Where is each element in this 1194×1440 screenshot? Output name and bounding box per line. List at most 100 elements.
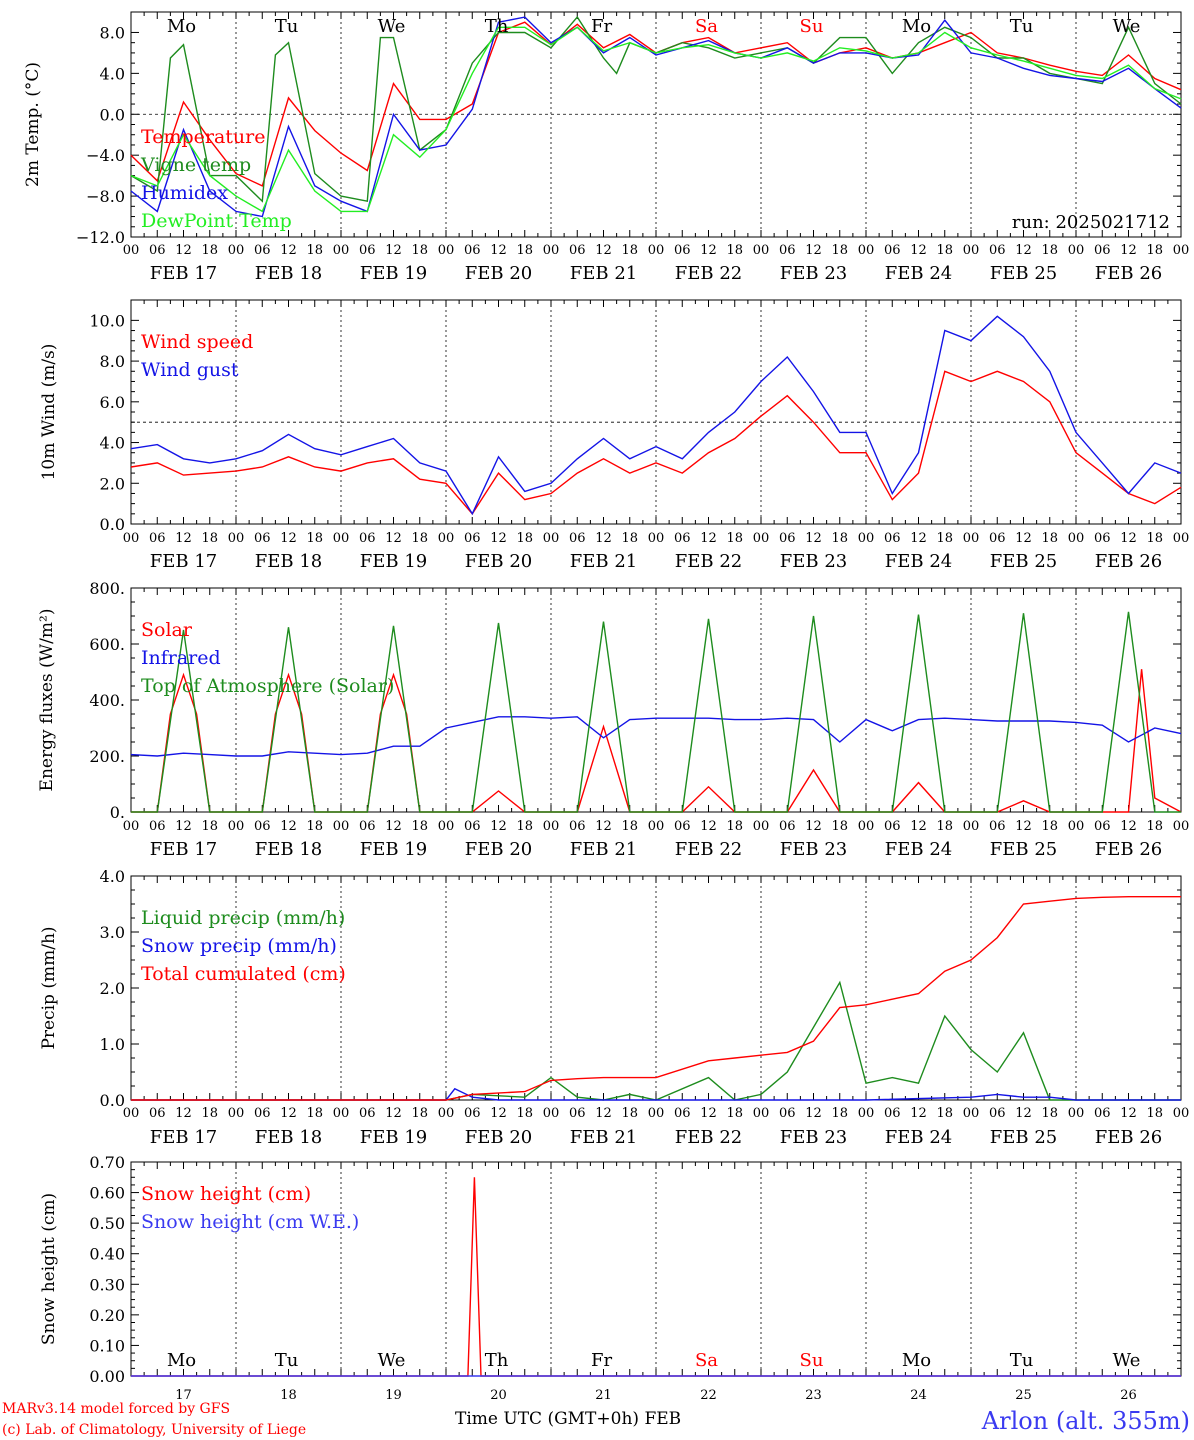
day-label: Su bbox=[800, 16, 824, 37]
credit-line-2: (c) Lab. of Climatology, University of L… bbox=[2, 1422, 306, 1438]
hour-tick-label: 18 bbox=[201, 1106, 218, 1121]
day-number-label: 23 bbox=[805, 1388, 822, 1403]
hour-tick-label: 12 bbox=[175, 1106, 192, 1121]
hour-tick-label: 06 bbox=[569, 243, 586, 258]
hour-tick-label: 12 bbox=[175, 243, 192, 258]
hour-tick-label: 06 bbox=[779, 243, 796, 258]
day-label: Tu bbox=[275, 16, 299, 37]
day-number-label: 25 bbox=[1015, 1388, 1032, 1403]
series-line-top-of-atmosphere-solar- bbox=[131, 611, 1181, 813]
day-label: Tu bbox=[1010, 16, 1034, 37]
panel-2: 0.0 2.0 4.0 6.0 8.0 10.0 10m Wind (m/s) Wind sp… bbox=[39, 299, 1189, 572]
hour-tick-label: 12 bbox=[1120, 243, 1137, 258]
hour-tick-label: 06 bbox=[884, 819, 901, 834]
hour-tick-label: 00 bbox=[648, 243, 665, 258]
hour-tick-label: 00 bbox=[963, 1106, 980, 1121]
y-tick-label: 0.10 bbox=[89, 1336, 125, 1355]
hour-tick-label: 00 bbox=[963, 243, 980, 258]
hour-tick-label: 00 bbox=[543, 243, 560, 258]
day-label: We bbox=[1113, 16, 1141, 37]
hour-tick-label: 12 bbox=[1015, 819, 1032, 834]
hour-tick-label: 12 bbox=[280, 819, 297, 834]
legend-entry: Temperature bbox=[141, 126, 265, 148]
date-label: FEB 25 bbox=[990, 839, 1057, 860]
hour-tick-label: 18 bbox=[411, 531, 428, 546]
time-axis-label: Time UTC (GMT+0h) FEB bbox=[455, 1409, 681, 1429]
y-tick-label: 0.50 bbox=[89, 1214, 125, 1233]
hour-tick-label: 12 bbox=[595, 531, 612, 546]
hour-tick-label: 00 bbox=[1068, 819, 1085, 834]
hour-tick-label: 00 bbox=[963, 531, 980, 546]
date-label: FEB 22 bbox=[675, 551, 742, 572]
y-tick-label: 0.30 bbox=[89, 1275, 125, 1294]
hour-tick-label: 12 bbox=[805, 243, 822, 258]
hour-tick-label: 18 bbox=[201, 243, 218, 258]
hour-tick-label: 12 bbox=[1015, 1106, 1032, 1121]
hour-tick-label: 00 bbox=[753, 531, 770, 546]
y-tick-label: 10.0 bbox=[89, 311, 125, 330]
hour-tick-label: 12 bbox=[175, 531, 192, 546]
hour-tick-label: 12 bbox=[1120, 819, 1137, 834]
series-line-infrared bbox=[130, 716, 1182, 757]
hour-tick-label: 00 bbox=[858, 819, 875, 834]
y-tick-label: 4.0 bbox=[100, 867, 125, 886]
hour-tick-label: 06 bbox=[149, 819, 166, 834]
hour-tick-label: 06 bbox=[989, 243, 1006, 258]
hour-tick-label: 00 bbox=[123, 1106, 140, 1121]
credit-line-1: MARv3.14 model forced by GFS bbox=[2, 1401, 230, 1417]
date-label: FEB 17 bbox=[150, 551, 217, 572]
hour-tick-label: 18 bbox=[936, 819, 953, 834]
panel-4: 0.0 1.0 2.0 3.0 4.0 Precip (mm/h) Liquid preci… bbox=[39, 867, 1189, 1148]
hour-tick-label: 12 bbox=[700, 1106, 717, 1121]
y-tick-label: −4.0 bbox=[86, 146, 125, 165]
hour-tick-label: 06 bbox=[1094, 1106, 1111, 1121]
hour-tick-label: 00 bbox=[1068, 531, 1085, 546]
legend-entry: Snow height (cm W.E.) bbox=[141, 1211, 359, 1233]
hour-tick-label: 06 bbox=[149, 243, 166, 258]
hour-tick-label: 06 bbox=[464, 531, 481, 546]
hour-tick-label: 06 bbox=[779, 819, 796, 834]
hour-tick-label: 00 bbox=[543, 1106, 560, 1121]
y-tick-label: −8.0 bbox=[86, 187, 125, 206]
series-line-liquid-precip-mm-h- bbox=[131, 980, 1181, 1101]
hour-tick-label: 18 bbox=[516, 1106, 533, 1121]
hour-tick-label: 12 bbox=[280, 531, 297, 546]
hour-tick-label: 00 bbox=[123, 531, 140, 546]
date-label: FEB 19 bbox=[360, 1127, 427, 1148]
day-label: Mo bbox=[167, 1350, 196, 1371]
hour-tick-label: 00 bbox=[333, 531, 350, 546]
hour-tick-label: 06 bbox=[569, 1106, 586, 1121]
hour-tick-label: 00 bbox=[1173, 1106, 1190, 1121]
day-number-label: 22 bbox=[700, 1388, 717, 1403]
date-label: FEB 21 bbox=[570, 551, 637, 572]
date-label: FEB 17 bbox=[150, 1127, 217, 1148]
hour-tick-label: 00 bbox=[648, 819, 665, 834]
series-line-wind-gust bbox=[130, 315, 1182, 516]
hour-tick-label: 00 bbox=[228, 1106, 245, 1121]
hour-tick-label: 12 bbox=[490, 243, 507, 258]
hour-tick-label: 06 bbox=[464, 243, 481, 258]
legend-entry: Humidex bbox=[141, 182, 228, 204]
day-label: Su bbox=[800, 1350, 824, 1371]
date-label: FEB 18 bbox=[255, 839, 322, 860]
hour-tick-label: 12 bbox=[175, 819, 192, 834]
panels: −12.0 −8.0 −4.0 0.0 4.0 8.0 2m Temp. (°C) Tempe… bbox=[23, 11, 1189, 1403]
hour-tick-label: 12 bbox=[490, 1106, 507, 1121]
hour-tick-label: 06 bbox=[359, 531, 376, 546]
date-label: FEB 25 bbox=[990, 551, 1057, 572]
y-tick-label: 200. bbox=[89, 747, 125, 766]
hour-tick-label: 12 bbox=[385, 243, 402, 258]
series-line-humidex bbox=[130, 16, 1182, 218]
date-label: FEB 19 bbox=[360, 551, 427, 572]
hour-tick-label: 00 bbox=[543, 531, 560, 546]
day-label: Sa bbox=[695, 1350, 718, 1371]
day-label: Th bbox=[485, 1350, 509, 1371]
hour-tick-label: 06 bbox=[1094, 819, 1111, 834]
panel-1: −12.0 −8.0 −4.0 0.0 4.0 8.0 2m Temp. (°C) Tempe… bbox=[23, 11, 1189, 284]
y-tick-label: 8.0 bbox=[100, 352, 125, 371]
date-label: FEB 23 bbox=[780, 551, 847, 572]
date-label: FEB 22 bbox=[675, 1127, 742, 1148]
hour-tick-label: 18 bbox=[1146, 1106, 1163, 1121]
hour-tick-label: 06 bbox=[254, 819, 271, 834]
date-label: FEB 23 bbox=[780, 1127, 847, 1148]
